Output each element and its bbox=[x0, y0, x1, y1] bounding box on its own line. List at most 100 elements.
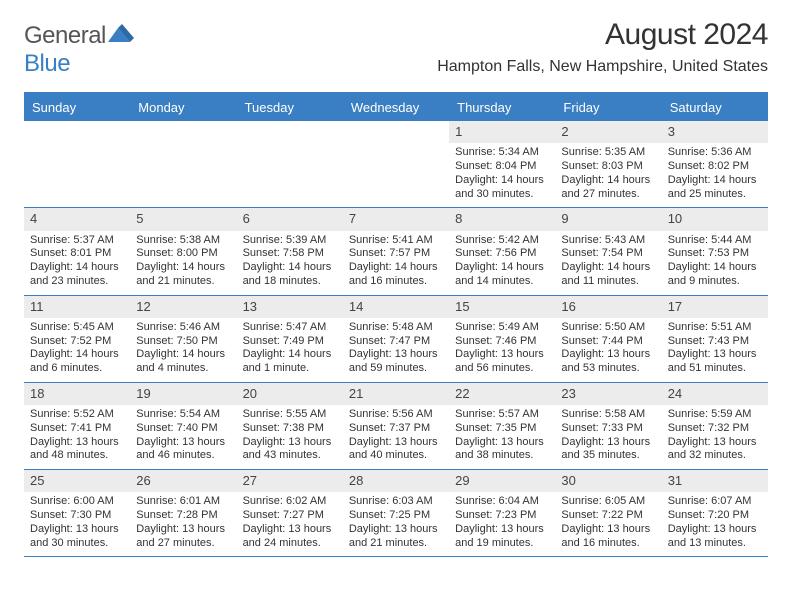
daylight-text: and 59 minutes. bbox=[349, 362, 443, 376]
day-number: 4 bbox=[24, 208, 130, 230]
day-number: 5 bbox=[130, 208, 236, 230]
brand-wordmark: General Blue bbox=[24, 22, 106, 78]
daylight-text: and 32 minutes. bbox=[668, 449, 762, 463]
day-cell: 2Sunrise: 5:35 AMSunset: 8:03 PMDaylight… bbox=[555, 121, 661, 207]
daylight-text: Daylight: 13 hours bbox=[30, 436, 124, 450]
sunset-text: Sunset: 7:58 PM bbox=[243, 247, 337, 261]
day-number: 30 bbox=[555, 470, 661, 492]
week-row: 25 Sunrise: 6:00 AMSunset: 7:30 PM Dayligh… bbox=[24, 470, 768, 557]
day-number: 16 bbox=[555, 296, 661, 318]
sunset-text: Sunset: 7:43 PM bbox=[668, 335, 762, 349]
sunrise-text: Sunrise: 5:49 AM bbox=[455, 321, 549, 335]
sunset-text: Sunset: 7:49 PM bbox=[243, 335, 337, 349]
daylight-text: and 11 minutes. bbox=[561, 275, 655, 289]
calendar: Sunday Monday Tuesday Wednesday Thursday… bbox=[24, 92, 768, 557]
sunset-text: Sunset: 7:32 PM bbox=[668, 422, 762, 436]
day-cell: 21 Sunrise: 5:56 AMSunset: 7:37 PMDayligh… bbox=[343, 383, 449, 469]
sunrise-text: Sunrise: 6:00 AM bbox=[30, 495, 124, 509]
sunrise-text: Sunrise: 5:46 AM bbox=[136, 321, 230, 335]
day-number: 24 bbox=[662, 383, 768, 405]
day-number: 8 bbox=[449, 208, 555, 230]
day-cell: 12Sunrise: 5:46 AMSunset: 7:50 PMDayligh… bbox=[130, 296, 236, 382]
sunrise-text: Sunrise: 6:01 AM bbox=[136, 495, 230, 509]
daylight-text: and 16 minutes. bbox=[561, 537, 655, 551]
sunrise-text: Sunrise: 5:43 AM bbox=[561, 234, 655, 248]
daylight-text: Daylight: 14 hours bbox=[668, 261, 762, 275]
day-cell: 27Sunrise: 6:02 AMSunset: 7:27 PMDayligh… bbox=[237, 470, 343, 556]
week-row: 11Sunrise: 5:45 AMSunset: 7:52 PMDayligh… bbox=[24, 296, 768, 383]
day-cell bbox=[343, 121, 449, 207]
daylight-text: and 1 minute. bbox=[243, 362, 337, 376]
weeks-container: 1Sunrise: 5:34 AMSunset: 8:04 PMDaylight… bbox=[24, 121, 768, 557]
sunrise-text: Sunrise: 5:47 AM bbox=[243, 321, 337, 335]
sunrise-text: Sunrise: 5:56 AM bbox=[349, 408, 443, 422]
day-cell: 11Sunrise: 5:45 AMSunset: 7:52 PMDayligh… bbox=[24, 296, 130, 382]
sunrise-text: Sunrise: 6:07 AM bbox=[668, 495, 762, 509]
day-number: 13 bbox=[237, 296, 343, 318]
sunset-text: Sunset: 7:37 PM bbox=[349, 422, 443, 436]
sunset-text: Sunset: 7:30 PM bbox=[30, 509, 124, 523]
weekday-header: Monday bbox=[130, 94, 236, 121]
day-cell bbox=[237, 121, 343, 207]
week-row: 18Sunrise: 5:52 AMSunset: 7:41 PMDayligh… bbox=[24, 383, 768, 470]
daylight-text: Daylight: 14 hours bbox=[243, 261, 337, 275]
day-number: 25 bbox=[24, 470, 130, 492]
day-cell: 20Sunrise: 5:55 AMSunset: 7:38 PMDayligh… bbox=[237, 383, 343, 469]
day-number: 3 bbox=[662, 121, 768, 143]
daylight-text: and 43 minutes. bbox=[243, 449, 337, 463]
sunset-text: Sunset: 8:03 PM bbox=[561, 160, 655, 174]
day-cell: 10Sunrise: 5:44 AMSunset: 7:53 PMDayligh… bbox=[662, 208, 768, 294]
sunrise-text: Sunrise: 5:45 AM bbox=[30, 321, 124, 335]
daylight-text: and 51 minutes. bbox=[668, 362, 762, 376]
day-number: 22 bbox=[449, 383, 555, 405]
daylight-text: Daylight: 14 hours bbox=[668, 174, 762, 188]
daylight-text: Daylight: 13 hours bbox=[136, 436, 230, 450]
day-number: 21 bbox=[343, 383, 449, 405]
daylight-text: and 9 minutes. bbox=[668, 275, 762, 289]
sunset-text: Sunset: 8:01 PM bbox=[30, 247, 124, 261]
daylight-text: and 38 minutes. bbox=[455, 449, 549, 463]
day-cell: 19Sunrise: 5:54 AMSunset: 7:40 PMDayligh… bbox=[130, 383, 236, 469]
day-number: 18 bbox=[24, 383, 130, 405]
daylight-text: and 35 minutes. bbox=[561, 449, 655, 463]
weekday-header: Friday bbox=[555, 94, 661, 121]
calendar-page: General Blue August 2024 Hampton Falls, … bbox=[0, 0, 792, 612]
day-cell: 1Sunrise: 5:34 AMSunset: 8:04 PMDaylight… bbox=[449, 121, 555, 207]
sunset-text: Sunset: 8:02 PM bbox=[668, 160, 762, 174]
sunrise-text: Sunrise: 5:55 AM bbox=[243, 408, 337, 422]
weekday-header: Wednesday bbox=[343, 94, 449, 121]
daylight-text: Daylight: 13 hours bbox=[349, 436, 443, 450]
daylight-text: Daylight: 14 hours bbox=[30, 261, 124, 275]
day-number: 19 bbox=[130, 383, 236, 405]
sunrise-text: Sunrise: 5:37 AM bbox=[30, 234, 124, 248]
sunrise-text: Sunrise: 5:48 AM bbox=[349, 321, 443, 335]
sunrise-text: Sunrise: 5:51 AM bbox=[668, 321, 762, 335]
sunset-text: Sunset: 7:40 PM bbox=[136, 422, 230, 436]
day-cell bbox=[24, 121, 130, 207]
daylight-text: and 56 minutes. bbox=[455, 362, 549, 376]
daylight-text: Daylight: 13 hours bbox=[136, 523, 230, 537]
sunrise-text: Sunrise: 6:04 AM bbox=[455, 495, 549, 509]
brand-logo: General Blue bbox=[24, 18, 136, 78]
day-cell: 28Sunrise: 6:03 AMSunset: 7:25 PMDayligh… bbox=[343, 470, 449, 556]
day-cell: 29Sunrise: 6:04 AMSunset: 7:23 PMDayligh… bbox=[449, 470, 555, 556]
sunrise-text: Sunrise: 5:41 AM bbox=[349, 234, 443, 248]
day-number: 7 bbox=[343, 208, 449, 230]
day-cell: 24Sunrise: 5:59 AMSunset: 7:32 PMDayligh… bbox=[662, 383, 768, 469]
sunset-text: Sunset: 7:38 PM bbox=[243, 422, 337, 436]
daylight-text: Daylight: 14 hours bbox=[136, 261, 230, 275]
day-number: 11 bbox=[24, 296, 130, 318]
daylight-text: and 25 minutes. bbox=[668, 188, 762, 202]
daylight-text: Daylight: 14 hours bbox=[561, 174, 655, 188]
daylight-text: and 14 minutes. bbox=[455, 275, 549, 289]
sunset-text: Sunset: 7:47 PM bbox=[349, 335, 443, 349]
daylight-text: and 30 minutes. bbox=[455, 188, 549, 202]
daylight-text: and 18 minutes. bbox=[243, 275, 337, 289]
sunrise-text: Sunrise: 5:50 AM bbox=[561, 321, 655, 335]
sunrise-text: Sunrise: 5:34 AM bbox=[455, 146, 549, 160]
daylight-text: Daylight: 13 hours bbox=[349, 523, 443, 537]
month-title: August 2024 bbox=[437, 18, 768, 52]
weekday-header: Saturday bbox=[662, 94, 768, 121]
day-cell: 25Sunrise: 6:00 AMSunset: 7:30 PMDayligh… bbox=[24, 470, 130, 556]
sunset-text: Sunset: 7:57 PM bbox=[349, 247, 443, 261]
